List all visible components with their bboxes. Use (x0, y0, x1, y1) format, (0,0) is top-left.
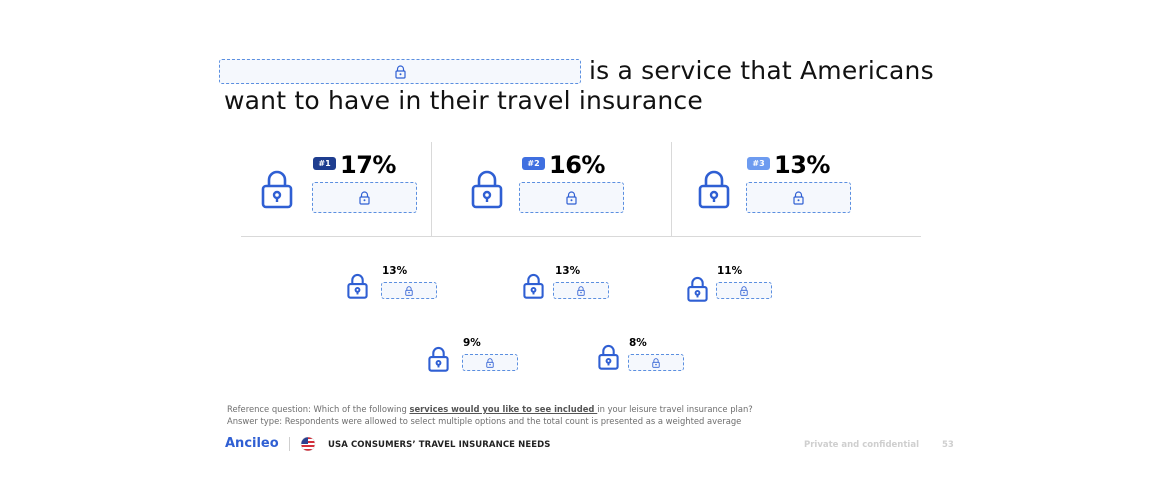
item-percentage: 9% (463, 337, 481, 349)
headline-line2: want to have in their travel insurance (224, 86, 703, 115)
padlock-icon (428, 346, 449, 372)
lock-icon (486, 357, 494, 368)
page-number: 53 (942, 440, 954, 450)
top-percentage: 16% (549, 151, 605, 179)
headline-line1: is a service that Americans (589, 56, 934, 85)
section-divider (241, 236, 921, 237)
rank-badge: #2 (522, 157, 545, 170)
lock-icon (793, 190, 804, 205)
locked-label-placeholder (381, 282, 437, 299)
item-percentage: 13% (382, 265, 408, 277)
footer-divider (289, 437, 290, 451)
item-percentage: 13% (555, 265, 581, 277)
top-percentage: 13% (774, 151, 830, 179)
padlock-icon (598, 344, 619, 370)
rank-badge: #3 (747, 157, 770, 170)
lock-icon (359, 190, 370, 205)
padlock-icon (471, 170, 503, 209)
locked-label-placeholder (462, 354, 518, 371)
confidential-label: Private and confidential (804, 440, 919, 450)
locked-label-placeholder (746, 182, 851, 213)
locked-label-placeholder (312, 182, 417, 213)
locked-label-placeholder (553, 282, 609, 299)
locked-label-placeholder (716, 282, 772, 299)
lock-icon (405, 285, 413, 296)
item-percentage: 11% (717, 265, 743, 277)
column-divider (671, 142, 672, 236)
lock-icon (652, 357, 660, 368)
lock-icon (740, 285, 748, 296)
top-percentage: 17% (340, 151, 396, 179)
reference-emphasis: services would you like to see included (409, 404, 598, 414)
answer-type-note: Answer type: Respondents were allowed to… (227, 416, 742, 426)
reference-question: Reference question: Which of the followi… (227, 403, 753, 415)
column-divider (431, 142, 432, 236)
padlock-icon (261, 170, 293, 209)
padlock-icon (347, 273, 368, 299)
locked-label-placeholder (519, 182, 624, 213)
brand-logo: Ancileo (225, 436, 279, 451)
rank-badge: #1 (313, 157, 336, 170)
padlock-icon (687, 276, 708, 302)
lock-icon (566, 190, 577, 205)
item-percentage: 8% (629, 337, 647, 349)
locked-text-placeholder (219, 59, 581, 84)
reference-prefix: Reference question: Which of the followi… (227, 404, 410, 414)
reference-suffix: in your leisure travel insurance plan? (597, 404, 753, 414)
lock-icon (577, 285, 585, 296)
padlock-icon (523, 273, 544, 299)
usa-flag-icon (300, 437, 316, 451)
locked-label-placeholder (628, 354, 684, 371)
padlock-icon (698, 170, 730, 209)
report-title: USA CONSUMERS’ TRAVEL INSURANCE NEEDS (328, 440, 551, 450)
lock-icon (394, 64, 406, 79)
